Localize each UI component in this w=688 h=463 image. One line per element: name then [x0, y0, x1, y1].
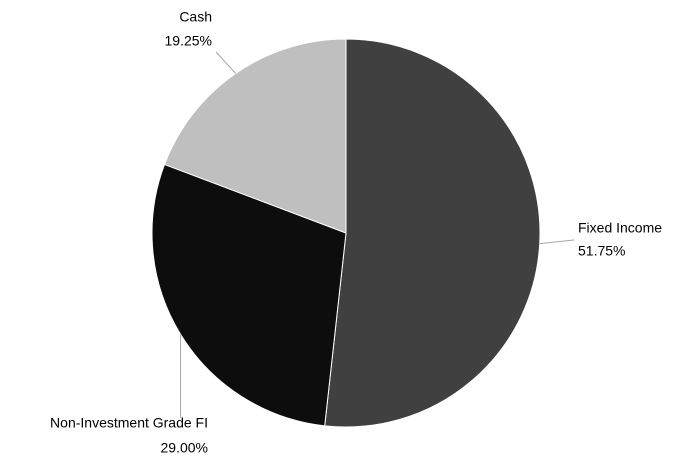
pie-slice	[151, 163, 347, 427]
slice-value-label: 51.75%	[578, 243, 625, 259]
leader-line	[215, 51, 237, 74]
slice-label: Fixed Income	[578, 220, 662, 236]
slice-value-label: 29.00%	[161, 440, 208, 456]
slice-label: Cash	[179, 9, 212, 25]
pie-slice	[324, 38, 541, 428]
slice-label: Non-Investment Grade FI	[50, 415, 208, 431]
leader-line	[539, 239, 575, 245]
pie-slice	[163, 38, 347, 234]
slice-value-label: 19.25%	[165, 33, 212, 49]
